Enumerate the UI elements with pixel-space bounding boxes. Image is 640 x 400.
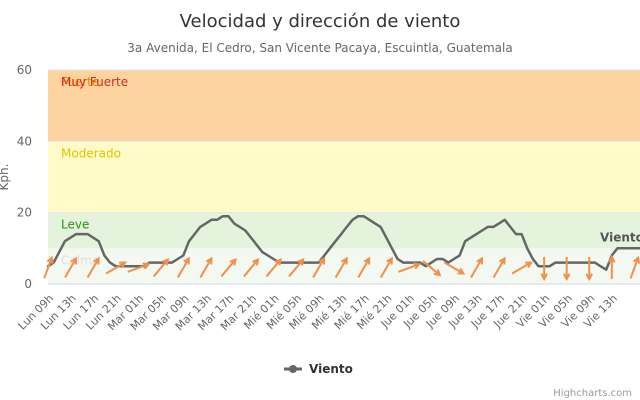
wind-arrow — [492, 256, 506, 279]
chart-title: Velocidad y dirección de viento — [180, 11, 461, 32]
wind-arrow — [379, 256, 393, 279]
credits-link[interactable]: Highcharts.com — [553, 388, 632, 399]
wind-arrow — [105, 261, 127, 275]
wind-arrow — [562, 257, 571, 282]
chart-subtitle: 3a Avenida, El Cedro, San Vicente Pacaya… — [127, 41, 512, 55]
wind-arrow — [629, 255, 640, 279]
wind-arrow — [422, 260, 442, 277]
wind-arrow — [199, 256, 213, 279]
band-label-calma: Calma — [61, 253, 99, 267]
series-end-label: Viento — [600, 230, 640, 244]
y-tick-label: 60 — [17, 63, 32, 77]
wind-arrow — [511, 261, 533, 275]
legend-marker-icon — [289, 365, 297, 373]
wind-arrow — [398, 262, 422, 273]
band-label-fuerte: Fuerte — [61, 75, 99, 89]
y-tick-label: 20 — [17, 206, 32, 220]
y-axis-label: Kph. — [0, 164, 11, 191]
wind-arrow — [608, 254, 616, 279]
band-label-muy-fuerte: Muy Fuerte — [61, 75, 128, 89]
wind-arrow — [43, 255, 54, 279]
wind-arrow — [152, 257, 170, 278]
wind-arrow — [127, 262, 151, 273]
wind-direction-arrows — [43, 254, 640, 282]
wind-arrow — [243, 257, 260, 278]
y-axis-ticks: 0 20 40 60 — [17, 63, 32, 291]
y-tick-label: 40 — [17, 134, 32, 148]
band-moderado — [48, 141, 640, 213]
wind-arrow — [86, 256, 100, 279]
band-label-moderado: Moderado — [61, 146, 121, 160]
wind-arrow — [288, 257, 305, 278]
y-tick-label: 0 — [24, 277, 32, 291]
wind-arrow — [312, 256, 326, 279]
wind-arrow — [470, 256, 484, 279]
wind-arrow — [357, 256, 371, 279]
band-fuerte — [48, 70, 640, 142]
wind-arrow — [334, 256, 348, 279]
grid-lines — [48, 69, 640, 285]
wind-arrow — [176, 256, 190, 279]
legend-item-viento[interactable]: Viento — [284, 362, 353, 376]
legend-label: Viento — [309, 362, 353, 376]
wind-arrow — [585, 257, 594, 282]
band-label-leve: Leve — [61, 218, 89, 232]
wind-arrow — [540, 257, 548, 282]
wind-arrow — [265, 257, 282, 278]
wind-arrow — [64, 256, 78, 279]
wind-arrow — [220, 257, 237, 278]
wind-arrow — [443, 261, 466, 275]
